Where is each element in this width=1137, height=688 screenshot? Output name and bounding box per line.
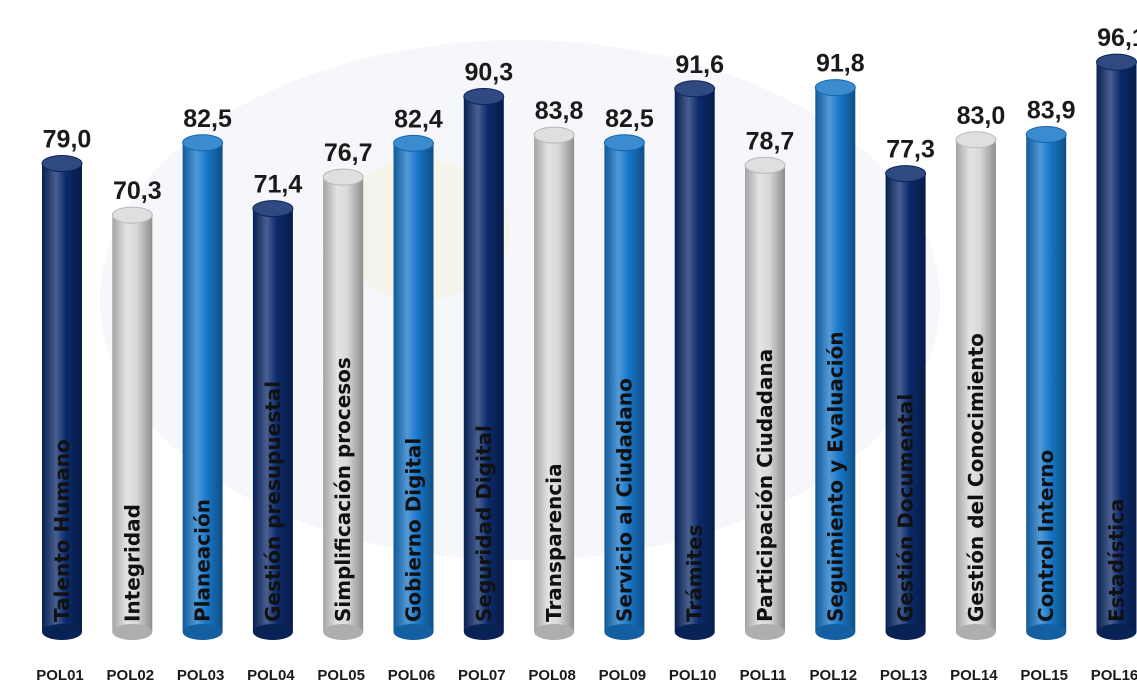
bar-label-POL01: Talento Humano: [50, 439, 74, 622]
bar-POL06: [393, 134, 434, 640]
tick-label-POL15: POL15: [1020, 667, 1068, 684]
value-label-POL05: 76,7: [324, 139, 373, 167]
value-labels: 79,0 70,3 82,5 71,4 76,7 82,4 90,3 83,8 82,5 91,6…: [43, 24, 1137, 205]
tick-label-POL11: POL11: [740, 667, 787, 684]
bar-POL12: [814, 79, 856, 640]
value-label-POL04: 71,4: [254, 171, 303, 199]
bar-label-POL11: Participación Ciudadana: [753, 349, 777, 622]
bar-label-POL03: Planeación: [191, 499, 215, 622]
tick-label-POL08: POL08: [528, 667, 576, 684]
tick-label-POL12: POL12: [810, 667, 858, 684]
bar-POL13: [885, 165, 927, 640]
tick-label-POL03: POL03: [177, 667, 225, 684]
value-label-POL12: 91,8: [816, 50, 865, 78]
value-label-POL10: 91,6: [675, 51, 724, 79]
bar-label-POL02: Integridad: [120, 504, 144, 622]
value-label-POL14: 83,0: [957, 102, 1006, 130]
tick-label-POL09: POL09: [599, 667, 647, 684]
bar-labels: Talento Humano Integridad Planeación Gestió…: [50, 331, 1129, 622]
tick-label-POL04: POL04: [247, 667, 295, 684]
bars: [41, 53, 1137, 640]
value-label-POL13: 77,3: [886, 136, 935, 164]
bar-label-POL14: Gestión del Conocimiento: [964, 333, 988, 622]
bar-POL10: [674, 80, 716, 640]
bar-label-POL04: Gestión presupuestal: [261, 381, 285, 622]
tick-label-POL06: POL06: [388, 667, 436, 684]
bar-POL02: [111, 206, 153, 640]
value-label-POL16: 96,1: [1097, 24, 1137, 52]
bar-POL14: [955, 131, 997, 640]
tick-label-POL10: POL10: [669, 667, 717, 684]
value-label-POL03: 82,5: [183, 105, 232, 133]
bar-POL15: [1025, 125, 1067, 640]
bar-POL08: [533, 126, 575, 640]
tick-label-POL02: POL02: [107, 667, 155, 684]
bar-POL07: [463, 88, 505, 640]
bar-POL09: [603, 134, 645, 640]
bar-label-POL09: Servicio al Ciudadano: [612, 378, 636, 622]
value-label-POL08: 83,8: [535, 97, 584, 125]
x-axis-tick-labels: POL01 POL02 POL03 POL04 POL05 POL06 POL07 POL08…: [36, 667, 1137, 684]
bar-POL04: [252, 200, 294, 640]
bar-label-POL06: Gobierno Digital: [402, 438, 426, 622]
bar-POL03: [182, 134, 224, 640]
bar-label-POL12: Seguimiento y Evaluación: [823, 331, 847, 622]
value-label-POL11: 78,7: [746, 127, 795, 155]
bar-label-POL15: Control Interno: [1034, 450, 1058, 622]
bar-label-POL05: Simplificación procesos: [331, 357, 355, 622]
tick-label-POL14: POL14: [950, 667, 998, 684]
value-label-POL06: 82,4: [394, 105, 443, 133]
value-label-POL09: 82,5: [605, 105, 654, 133]
bar-label-POL10: Trámites: [683, 524, 707, 622]
bar-label-POL16: Estadística: [1105, 499, 1129, 622]
value-label-POL02: 70,3: [113, 177, 162, 205]
bar-POL01: [41, 155, 83, 640]
tick-label-POL07: POL07: [458, 667, 506, 684]
value-label-POL15: 83,9: [1027, 96, 1076, 124]
tick-label-POL13: POL13: [880, 667, 928, 684]
bar-POL16: [1096, 53, 1137, 640]
tick-label-POL05: POL05: [317, 667, 365, 684]
tick-label-POL01: POL01: [36, 667, 84, 684]
bar-label-POL07: Seguridad Digital: [472, 425, 496, 622]
bar-POL11: [744, 156, 786, 640]
value-label-POL07: 90,3: [464, 59, 513, 87]
value-label-POL01: 79,0: [43, 126, 92, 154]
tick-label-POL16: POL16: [1091, 667, 1137, 684]
bar-label-POL13: Gestión Documental: [894, 394, 918, 622]
bar-POL05: [322, 168, 364, 640]
bar-label-POL08: Transparencia: [542, 463, 566, 622]
